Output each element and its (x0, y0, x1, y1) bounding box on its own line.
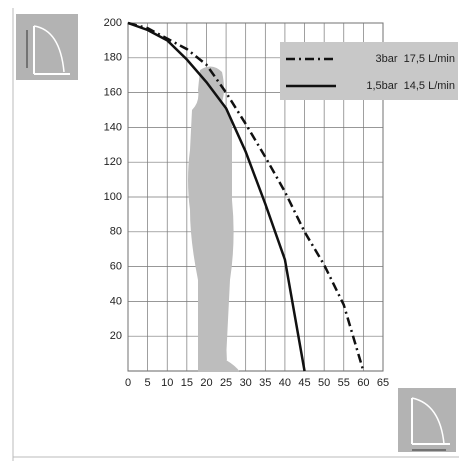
legend-box (280, 42, 458, 100)
lines (127, 21, 365, 372)
x-tick-label: 0 (125, 377, 131, 389)
x-tick-label: 5 (145, 377, 151, 389)
legend-label: 1,5bar 14,5 L/min (366, 80, 455, 92)
x-tick-label: 55 (338, 377, 350, 389)
x-tick-label: 45 (298, 377, 310, 389)
icon-bottom-right (398, 388, 456, 452)
y-tick-label: 60 (110, 261, 122, 273)
y-tick-label: 100 (104, 191, 122, 203)
y-tick-label: 120 (104, 156, 122, 168)
y-tick-label: 20 (110, 330, 122, 342)
y-tick-label: 180 (104, 52, 122, 64)
x-tick-label: 30 (240, 377, 252, 389)
x-tick-label: 20 (200, 377, 212, 389)
x-tick-label: 60 (357, 377, 369, 389)
legend-label: 3bar 17,5 L/min (376, 53, 456, 65)
series-line (127, 21, 365, 372)
y-tick-label: 40 (110, 295, 122, 307)
x-tick-label: 25 (220, 377, 232, 389)
series-line (127, 21, 306, 372)
y-tick-label: 140 (104, 121, 122, 133)
x-tick-label: 35 (259, 377, 271, 389)
icon-top-left (16, 14, 78, 80)
y-tick-label: 160 (104, 87, 122, 99)
x-tick-label: 15 (181, 377, 193, 389)
y-tick-label: 80 (110, 226, 122, 238)
x-tick-label: 65 (377, 377, 389, 389)
x-tick-label: 10 (161, 377, 173, 389)
y-tick-label: 200 (104, 17, 122, 29)
legend: 3bar 17,5 L/min 1,5bar 14,5 L/min (280, 42, 458, 100)
x-tick-label: 40 (279, 377, 291, 389)
human-silhouette (188, 66, 240, 372)
x-tick-label: 50 (318, 377, 330, 389)
